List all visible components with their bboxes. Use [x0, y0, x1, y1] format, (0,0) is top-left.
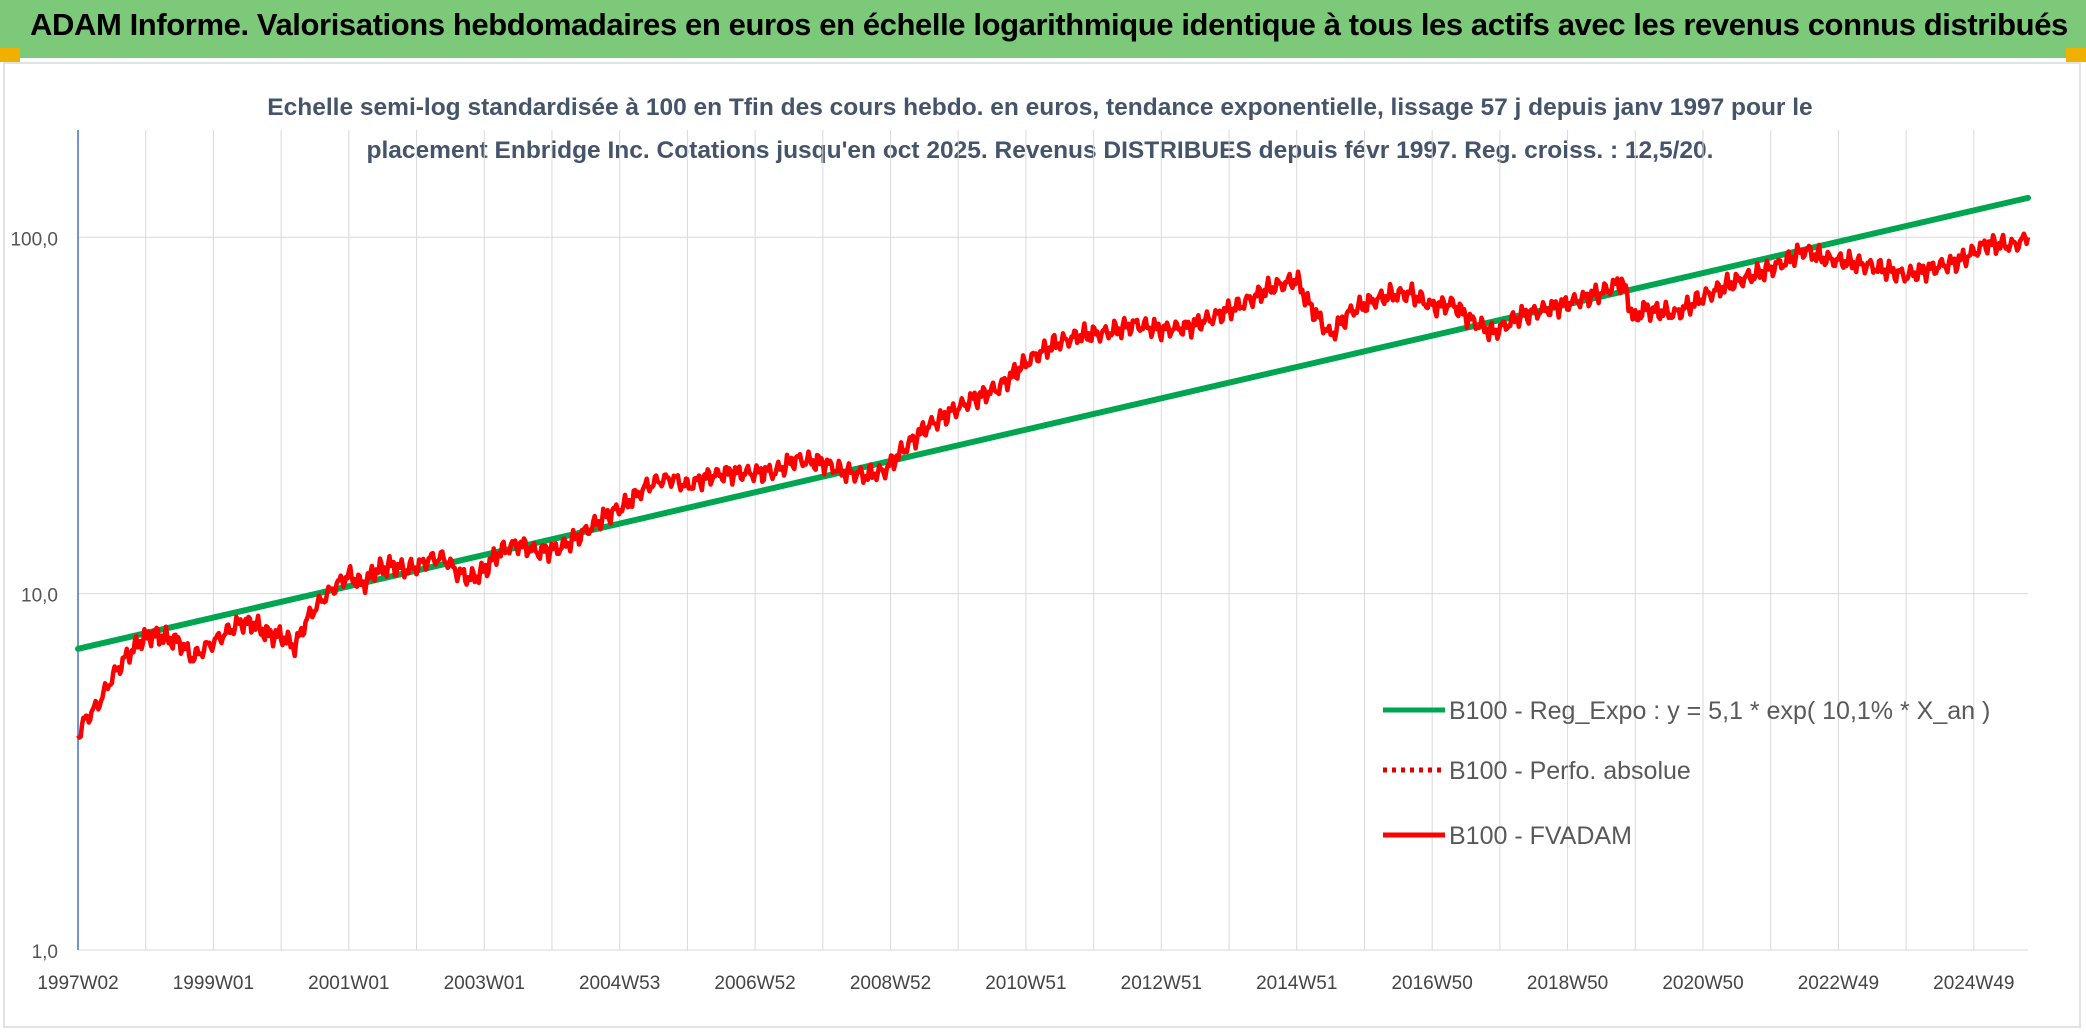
fvadam-line	[76, 231, 2031, 740]
legend-label: B100 - Perfo. absolue	[1449, 757, 1691, 785]
x-tick-label: 2020W50	[1662, 973, 1743, 994]
title-banner: ADAM Informe. Valorisations hebdomadaire…	[0, 0, 2086, 58]
y-tick-label: 10,0	[21, 586, 58, 607]
chart-subtitle: Echelle semi-log standardisée à 100 en T…	[267, 94, 1813, 164]
regression-line	[75, 194, 2031, 652]
x-tick-label: 2016W50	[1391, 973, 1472, 994]
legend-label: B100 - FVADAM	[1449, 822, 1632, 850]
chart-frame	[3, 62, 2081, 1028]
x-tick-label: 2024W49	[1933, 973, 2014, 994]
report-title: ADAM Informe. Valorisations hebdomadaire…	[30, 7, 2068, 42]
corner-marker-left	[0, 48, 20, 62]
x-tick-label: 2008W52	[850, 973, 931, 994]
x-tick-label: 1997W02	[37, 973, 118, 994]
x-tick-label: 2014W51	[1256, 973, 1337, 994]
x-tick-label: 2022W49	[1798, 973, 1879, 994]
x-tick-label: 2018W50	[1527, 973, 1608, 994]
x-tick-label: 2003W01	[444, 973, 525, 994]
y-tick-label: 100,0	[10, 229, 58, 250]
x-tick-label: 2006W52	[714, 973, 795, 994]
y-tick-label: 1,0	[32, 942, 58, 963]
x-tick-label: 2004W53	[579, 973, 660, 994]
x-tick-label: 1999W01	[173, 973, 254, 994]
legend-label: B100 - Reg_Expo : y = 5,1 * exp( 10,1% *…	[1449, 697, 1990, 725]
corner-marker-right	[2066, 48, 2086, 62]
x-tick-label: 2012W51	[1121, 973, 1202, 994]
x-tick-label: 2001W01	[308, 973, 389, 994]
x-tick-label: 2010W51	[985, 973, 1066, 994]
